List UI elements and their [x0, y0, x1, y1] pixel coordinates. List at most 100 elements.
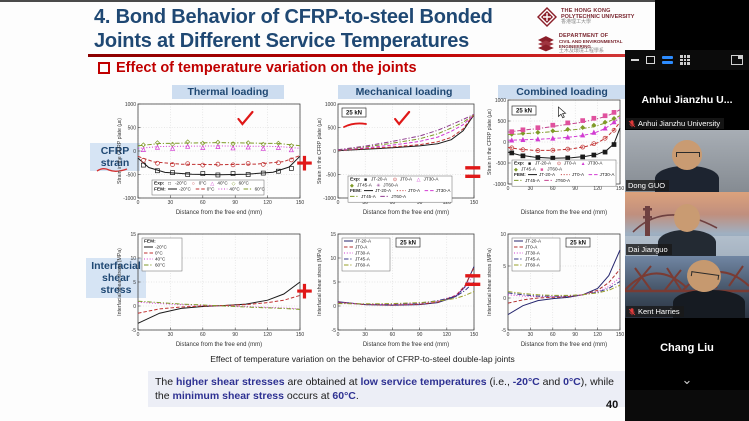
- svg-text:-5: -5: [332, 328, 337, 334]
- svg-text:1000: 1000: [125, 102, 136, 108]
- video-panel-controls: [625, 50, 749, 70]
- participant-name: Dong GUO: [628, 181, 666, 190]
- participant-tile-dai-jianguo[interactable]: Dai Jianguo: [625, 192, 749, 256]
- svg-text:JT30-A: JT30-A: [600, 172, 616, 177]
- svg-text:120: 120: [263, 200, 272, 206]
- svg-text:0: 0: [503, 140, 506, 146]
- conclusion-segment: are obtained at: [284, 376, 361, 388]
- svg-text:10: 10: [330, 256, 336, 262]
- svg-text:-1000: -1000: [123, 196, 136, 202]
- svg-text:Distance from the free end (mm: Distance from the free end (mm): [363, 342, 449, 348]
- conclusion-segment: -20°C: [512, 376, 540, 388]
- participant-video-person: [673, 290, 745, 318]
- chart-thermal-strain: 0 30 60 90 120 150 -1000 -500 0 500 1000 Strain in …: [112, 96, 306, 229]
- svg-text:Distance from the free end (mm: Distance from the free end (mm): [176, 210, 262, 216]
- chart-mechanical-strain: 0 30 60 90 120 150 -1000 -500 0 500 1000 Strain in …: [316, 96, 480, 229]
- department-name-cn: 土木及環境工程學系: [558, 48, 604, 55]
- svg-text:10: 10: [130, 256, 136, 262]
- svg-text:JT30-A: JT30-A: [424, 177, 440, 182]
- svg-text:Interfacial shear stress (MPa): Interfacial shear stress (MPa): [317, 248, 323, 316]
- department-logo: DEPARTMENT OF CIVIL AND ENVIRONMENTAL EN…: [536, 33, 655, 55]
- speaker-view-icon[interactable]: [662, 55, 673, 65]
- svg-text:150: 150: [470, 332, 479, 338]
- participant-tile-anhui-jianzhu[interactable]: Anhui Jianzhu U... Anhui Jianzhu Univers…: [625, 70, 749, 130]
- popout-icon[interactable]: [731, 55, 743, 65]
- conclusion-box: The higher shear stresses are obtained a…: [148, 371, 630, 408]
- svg-text:60: 60: [550, 332, 556, 338]
- svg-text:60: 60: [390, 332, 396, 338]
- svg-text:■: ■: [364, 177, 367, 183]
- svg-text:0°C: 0°C: [155, 251, 163, 256]
- svg-text:JT0-A: JT0-A: [525, 245, 538, 250]
- svg-text:30: 30: [168, 332, 174, 338]
- svg-text:JT0-A: JT0-A: [355, 245, 368, 250]
- gallery-view-icon[interactable]: [680, 55, 690, 65]
- svg-text:Distance from the free end (mm: Distance from the free end (mm): [521, 342, 607, 348]
- svg-text:0: 0: [503, 296, 506, 302]
- mic-muted-icon: [628, 307, 636, 316]
- svg-text:30: 30: [168, 200, 174, 206]
- chart-mechanical-shear: 0 30 60 90 120 150 -5 0 5 10 15 Interfacial shear s…: [316, 226, 480, 361]
- participant-tile-chang-liu[interactable]: Chang Liu ⌄: [625, 318, 749, 390]
- university-name-cn: 香港理工大學: [561, 19, 592, 26]
- plus-operator-top: +: [296, 148, 313, 180]
- chart-combined-shear: 0 30 60 90 120 150 -5 0 5 10 Interfacial shear str…: [484, 226, 627, 361]
- svg-text:-5: -5: [132, 328, 137, 334]
- svg-text:0°C: 0°C: [207, 187, 215, 192]
- svg-text:0: 0: [507, 332, 510, 338]
- conclusion-segment: and: [539, 376, 564, 388]
- svg-text:JT30-A: JT30-A: [436, 188, 452, 193]
- svg-text:90: 90: [417, 332, 423, 338]
- svg-text:60°C: 60°C: [239, 181, 250, 186]
- participant-tile-dong-guo[interactable]: Dong GUO: [625, 130, 749, 192]
- svg-text:-20°C: -20°C: [175, 181, 187, 186]
- svg-text:60: 60: [390, 200, 396, 206]
- figure-caption: Effect of temperature variation on the b…: [210, 354, 515, 364]
- participant-tile-kent-harries[interactable]: Kent Harries: [625, 256, 749, 318]
- restore-down-icon[interactable]: [646, 56, 655, 64]
- scroll-down-chevron-icon[interactable]: ⌄: [681, 372, 693, 387]
- conclusion-segment: (i.e.,: [486, 376, 513, 388]
- conclusion-segment: occurs at: [283, 390, 333, 403]
- svg-text:JT0-A: JT0-A: [572, 172, 585, 177]
- svg-text:150: 150: [296, 332, 305, 338]
- svg-text:40°C: 40°C: [217, 181, 228, 186]
- row-label-cfrp-strain: CFRP strain: [90, 143, 140, 173]
- svg-text:Strain in the CFRP plate (με): Strain in the CFRP plate (με): [487, 109, 493, 175]
- svg-text:-500: -500: [496, 161, 506, 167]
- svg-text:Distance from the free end (mm: Distance from the free end (mm): [176, 342, 262, 348]
- svg-text:Distance from the free end (mm: Distance from the free end (mm): [521, 210, 607, 216]
- svg-text:JT-20-A: JT-20-A: [535, 161, 552, 166]
- university-name-line2: POLYTECHNIC UNIVERSITY: [561, 14, 635, 21]
- minimize-icon[interactable]: [631, 59, 639, 61]
- svg-text:90: 90: [572, 332, 578, 338]
- svg-text:0: 0: [137, 332, 140, 338]
- participant-name: Kent Harries: [638, 307, 680, 316]
- conclusion-segment: ), while the: [155, 376, 615, 403]
- svg-text:◆: ◆: [514, 167, 518, 173]
- conclusion-segment: minimum shear stress: [172, 390, 284, 403]
- svg-text:15: 15: [130, 232, 136, 238]
- slide-title-line2: Joints at Different Service Temperatures: [94, 29, 470, 52]
- participant-name-strip: Dong GUO: [626, 180, 670, 191]
- svg-text:Interfacial shear stress (MPa): Interfacial shear stress (MPa): [117, 248, 123, 316]
- svg-text:◇: ◇: [232, 181, 236, 187]
- department-name-line2: CIVIL AND ENVIRONMENTAL ENGINEERING: [558, 39, 623, 50]
- column-header-combined: Combined loading: [498, 85, 626, 99]
- department-emblem-icon: [537, 35, 554, 52]
- svg-text:JT45-A: JT45-A: [521, 166, 537, 171]
- conclusion-segment: 0°C: [563, 376, 581, 388]
- university-name-line1: THE HONG KONG: [561, 8, 611, 15]
- row-label-interfacial-shear: Interfacial shear stress: [86, 258, 146, 299]
- svg-text:120: 120: [263, 332, 272, 338]
- svg-text:90: 90: [572, 186, 578, 192]
- plus-operator-bottom: +: [296, 276, 313, 308]
- svg-text:0: 0: [333, 149, 336, 155]
- svg-text:5: 5: [503, 264, 506, 270]
- svg-text:30: 30: [528, 186, 534, 192]
- slide-title: 4. Bond Behavior of CFRP-to-steel Bonded…: [94, 6, 544, 53]
- svg-text:60: 60: [550, 186, 556, 192]
- red-scribble-icon: [96, 168, 128, 173]
- svg-text:JT60-A: JT60-A: [391, 194, 407, 199]
- svg-text:JT60-A: JT60-A: [547, 166, 563, 171]
